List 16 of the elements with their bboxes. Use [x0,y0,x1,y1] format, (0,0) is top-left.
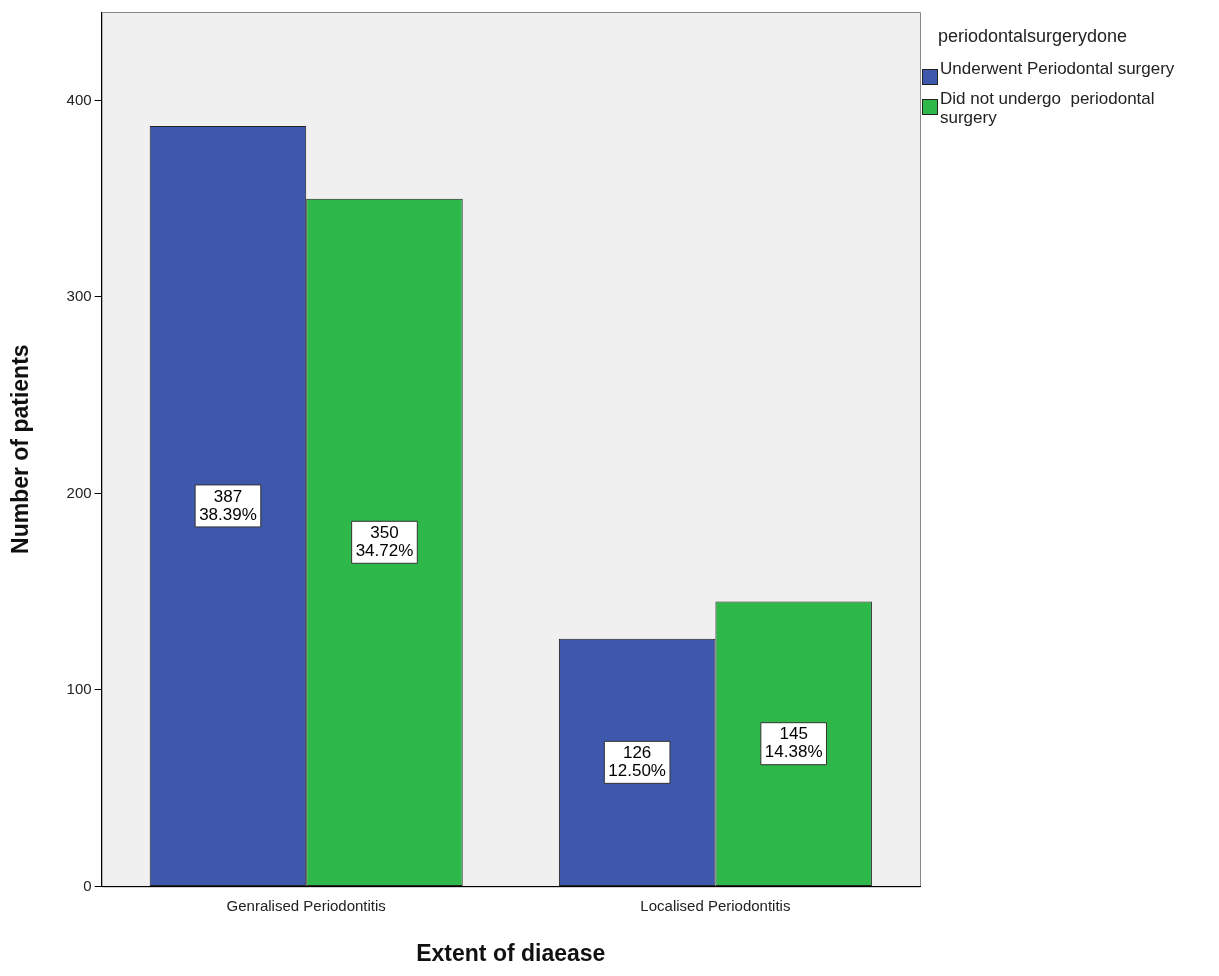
data-label: 145 14.38% [764,724,823,762]
x-axis-title: Extent of diaease [416,939,606,966]
data-label: 350 34.72% [355,522,414,560]
legend-label: Did not undergo periodontal surgery [940,89,1156,127]
y-tick-label: 200 [66,483,92,501]
y-tick-label: 0 [83,876,92,894]
x-tick-label: Genralised Periodontitis [226,896,386,914]
data-label: 387 38.39% [199,486,257,524]
y-tick-label: 100 [66,680,92,698]
y-axis-title: Number of patients [7,344,34,554]
legend-label: Underwent Periodontal surgery [940,59,1176,78]
y-tick-label: 300 [66,287,92,305]
x-tick-label: Localised Periodontitis [640,896,791,914]
legend-title: periodontalsurgerydone [938,26,1129,47]
y-tick-label: 400 [66,90,92,108]
data-label: 126 12.50% [608,743,666,781]
